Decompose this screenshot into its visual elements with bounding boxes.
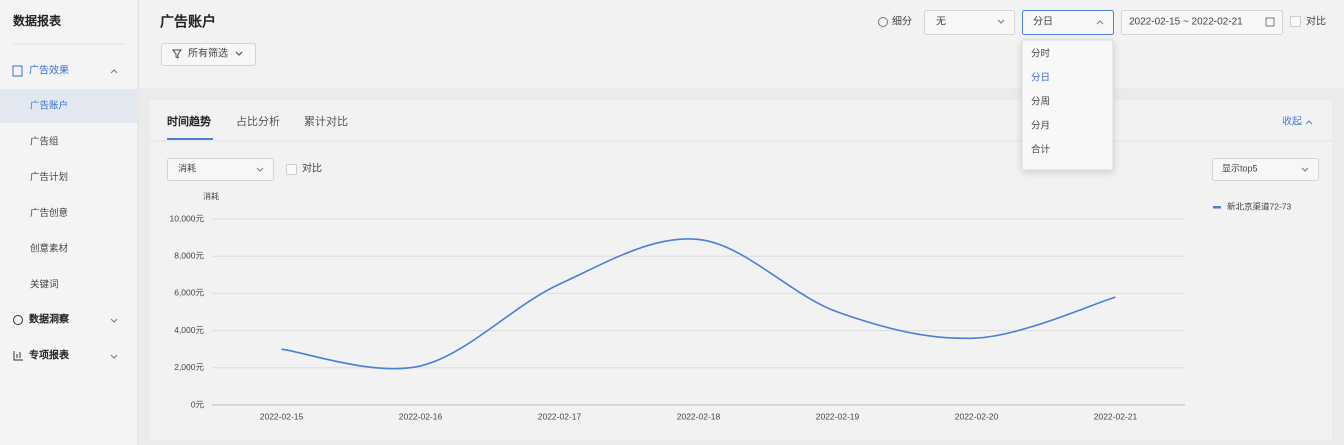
dropdown-option[interactable]: 分时 — [1031, 48, 1051, 60]
x-tick-label: 2022-02-16 — [399, 411, 443, 421]
top-value: 显示top5 — [1222, 163, 1258, 173]
icon — [13, 351, 23, 361]
chevron — [997, 19, 1005, 24]
dropdown-option[interactable]: 分日 — [1031, 73, 1050, 84]
tab-underline — [167, 138, 213, 140]
x-tick-label: 2022-02-21 — [1094, 411, 1138, 421]
top-select[interactable] — [1212, 158, 1319, 181]
dropdown-option[interactable]: 分月 — [1031, 121, 1050, 132]
chevron — [110, 69, 118, 74]
nav-item[interactable]: 广告创意 — [30, 207, 68, 219]
legend-label[interactable]: 新北京渠道72-73 — [1227, 201, 1292, 211]
x-tick-label: 2022-02-20 — [955, 411, 999, 421]
select-value: 分日 — [1033, 16, 1053, 28]
icon — [13, 315, 23, 325]
x-tick-label: 2022-02-15 — [260, 411, 304, 421]
metric-value: 消耗 — [178, 162, 196, 173]
tab[interactable]: 累计对比 — [304, 114, 348, 128]
nav-item[interactable]: 关键词 — [30, 279, 59, 291]
nav-group[interactable]: 数据洞察 — [29, 313, 70, 326]
x-tick-label: 2022-02-18 — [677, 411, 721, 421]
y-tick-label: 8,000元 — [174, 250, 204, 260]
select-value: 无 — [936, 17, 946, 28]
date-range: 2022-02-15 ~ 2022-02-21 — [1129, 17, 1243, 28]
nav-item[interactable]: 广告计划 — [30, 171, 68, 183]
dropdown-option[interactable]: 合计 — [1031, 144, 1051, 156]
help-icon — [878, 17, 888, 27]
x-tick-label: 2022-02-17 — [538, 411, 582, 421]
icon — [12, 65, 23, 77]
y-tick-label: 0元 — [191, 399, 205, 409]
date-picker[interactable] — [1121, 10, 1283, 35]
filter-button[interactable] — [161, 43, 256, 66]
card — [150, 100, 1332, 440]
select[interactable] — [1022, 10, 1114, 35]
chevron — [110, 354, 118, 359]
chevron — [1301, 167, 1309, 172]
breakdown-label: 细分 — [892, 15, 912, 28]
chevron — [1096, 20, 1104, 25]
nav-item-highlight — [0, 89, 138, 123]
checkbox[interactable] — [286, 164, 297, 175]
page-title: 广告账户 — [160, 14, 216, 30]
y-tick-label: 4,000元 — [174, 325, 204, 335]
filter-label: 所有筛选 — [188, 47, 228, 60]
tab[interactable]: 时间趋势 — [167, 114, 211, 128]
nav-group[interactable]: 广告效果 — [29, 64, 69, 77]
legend-swatch — [1213, 206, 1221, 209]
checkbox-label: 对比 — [1306, 15, 1326, 28]
filter-icon — [172, 49, 182, 59]
y-tick-label: 10,000元 — [170, 213, 205, 223]
chevron — [235, 51, 243, 56]
dropdown-menu — [1021, 39, 1114, 171]
nav-item[interactable]: 广告组 — [30, 135, 59, 147]
y-tick-label: 6,000元 — [174, 288, 204, 298]
y-tick-label: 2,000元 — [174, 362, 204, 372]
nav-item[interactable]: 广告账户 — [30, 100, 68, 112]
checkbox-label: 对比 — [302, 162, 322, 175]
metric-select[interactable] — [167, 158, 274, 181]
tabs: 时间趋势 占比分析 累计对比 — [167, 114, 348, 140]
y-axis-label: 消耗 — [203, 191, 219, 201]
tab[interactable]: 占比分析 — [236, 114, 280, 128]
chart: 消耗 0元 2,000元 4,000元 6,000元 8,000元 10,000元 2022-… — [170, 191, 1292, 421]
chevron — [110, 318, 118, 323]
checkbox[interactable] — [1290, 16, 1301, 27]
dropdown-option[interactable]: 分周 — [1031, 97, 1050, 108]
sidebar — [0, 0, 138, 445]
sidebar-title: 数据报表 — [13, 13, 62, 28]
nav-group[interactable]: 专项报表 — [29, 349, 70, 362]
calendar-icon — [1265, 17, 1275, 27]
line — [281, 238, 1116, 370]
chevron — [1305, 120, 1313, 125]
select[interactable] — [924, 10, 1015, 35]
x-tick-label: 2022-02-19 — [816, 411, 860, 421]
chevron — [256, 167, 264, 172]
collapse-link[interactable]: 收起 — [1282, 115, 1302, 128]
nav-item[interactable]: 创意素材 — [30, 243, 69, 255]
